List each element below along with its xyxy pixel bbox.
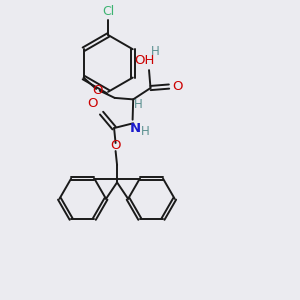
- Text: H: H: [141, 125, 149, 138]
- Text: Cl: Cl: [102, 5, 114, 18]
- Text: H: H: [134, 98, 143, 111]
- Text: O: O: [88, 97, 98, 110]
- Text: N: N: [130, 122, 141, 135]
- Text: O: O: [172, 80, 182, 93]
- Text: O: O: [92, 84, 103, 97]
- Text: O: O: [110, 139, 121, 152]
- Text: OH: OH: [135, 53, 155, 67]
- Text: H: H: [151, 45, 159, 58]
